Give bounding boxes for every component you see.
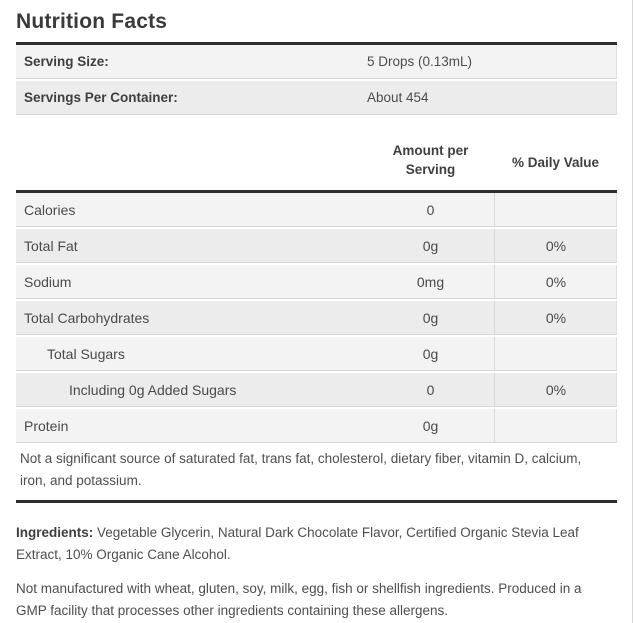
row-label: Total Carbohydrates: [24, 309, 150, 326]
divider-table-top: [16, 190, 617, 193]
table-row-total-fat: Total Fat 0g 0%: [16, 229, 617, 263]
table-row-calories: Calories 0: [16, 193, 617, 227]
row-daily-value: [494, 193, 617, 226]
servings-per-container-row: Servings Per Container: About 454: [16, 81, 617, 115]
row-label: Protein: [24, 417, 69, 434]
row-daily-value: 0%: [494, 373, 617, 406]
serving-size-row: Serving Size: 5 Drops (0.13mL): [16, 45, 617, 79]
ingredients-text: Vegetable Glycerin, Natural Dark Chocola…: [16, 525, 579, 562]
ingredients-label: Ingredients:: [16, 525, 94, 540]
divider-bottom: [16, 500, 617, 503]
row-daily-value: 0%: [494, 265, 617, 298]
divider-top: [16, 42, 617, 45]
row-amount: 0g: [422, 309, 439, 326]
row-label: Including 0g Added Sugars: [69, 381, 237, 398]
table-row-protein: Protein 0g: [16, 409, 617, 443]
daily-value-header: % Daily Value: [511, 155, 600, 170]
allergen-statement: Not manufactured with wheat, gluten, soy…: [16, 581, 582, 618]
serving-size-label: Serving Size:: [24, 54, 109, 69]
row-amount: 0g: [422, 345, 439, 362]
servings-per-container-label: Servings Per Container:: [24, 90, 178, 105]
servings-per-container-value: About 454: [367, 90, 429, 105]
ingredients-paragraph: Ingredients: Vegetable Glycerin, Natural…: [16, 522, 612, 566]
row-amount: 0: [426, 381, 435, 398]
row-amount: 0mg: [416, 273, 445, 290]
row-amount: 0: [426, 201, 435, 218]
row-label: Calories: [24, 201, 76, 218]
not-significant-source-note: Not a significant source of saturated fa…: [20, 451, 582, 488]
row-amount: 0g: [422, 237, 439, 254]
table-row-total-carbohydrates: Total Carbohydrates 0g 0%: [16, 301, 617, 335]
table-header: Amount per Serving % Daily Value: [16, 117, 617, 190]
row-amount: 0g: [422, 417, 439, 434]
table-row-added-sugars: Including 0g Added Sugars 0 0%: [16, 373, 617, 407]
panel-title: Nutrition Facts: [16, 10, 168, 33]
amount-header-line2: Serving: [405, 162, 456, 177]
row-daily-value: [494, 409, 617, 442]
row-daily-value: 0%: [494, 301, 617, 334]
table-row-sodium: Sodium 0mg 0%: [16, 265, 617, 299]
row-daily-value: [494, 337, 617, 370]
row-daily-value: 0%: [494, 229, 617, 262]
amount-per-serving-header: Amount per Serving: [367, 141, 494, 190]
serving-size-value: 5 Drops (0.13mL): [367, 54, 473, 69]
page-right-edge-divider: [632, 0, 633, 623]
amount-header-line1: Amount per: [392, 143, 469, 158]
table-row-total-sugars: Total Sugars 0g: [16, 337, 617, 371]
nutrition-facts-panel: Nutrition Facts Serving Size: 5 Drops (0…: [16, 0, 617, 622]
row-label: Total Fat: [24, 237, 78, 254]
row-label: Total Sugars: [47, 345, 125, 362]
row-label: Sodium: [24, 273, 72, 290]
